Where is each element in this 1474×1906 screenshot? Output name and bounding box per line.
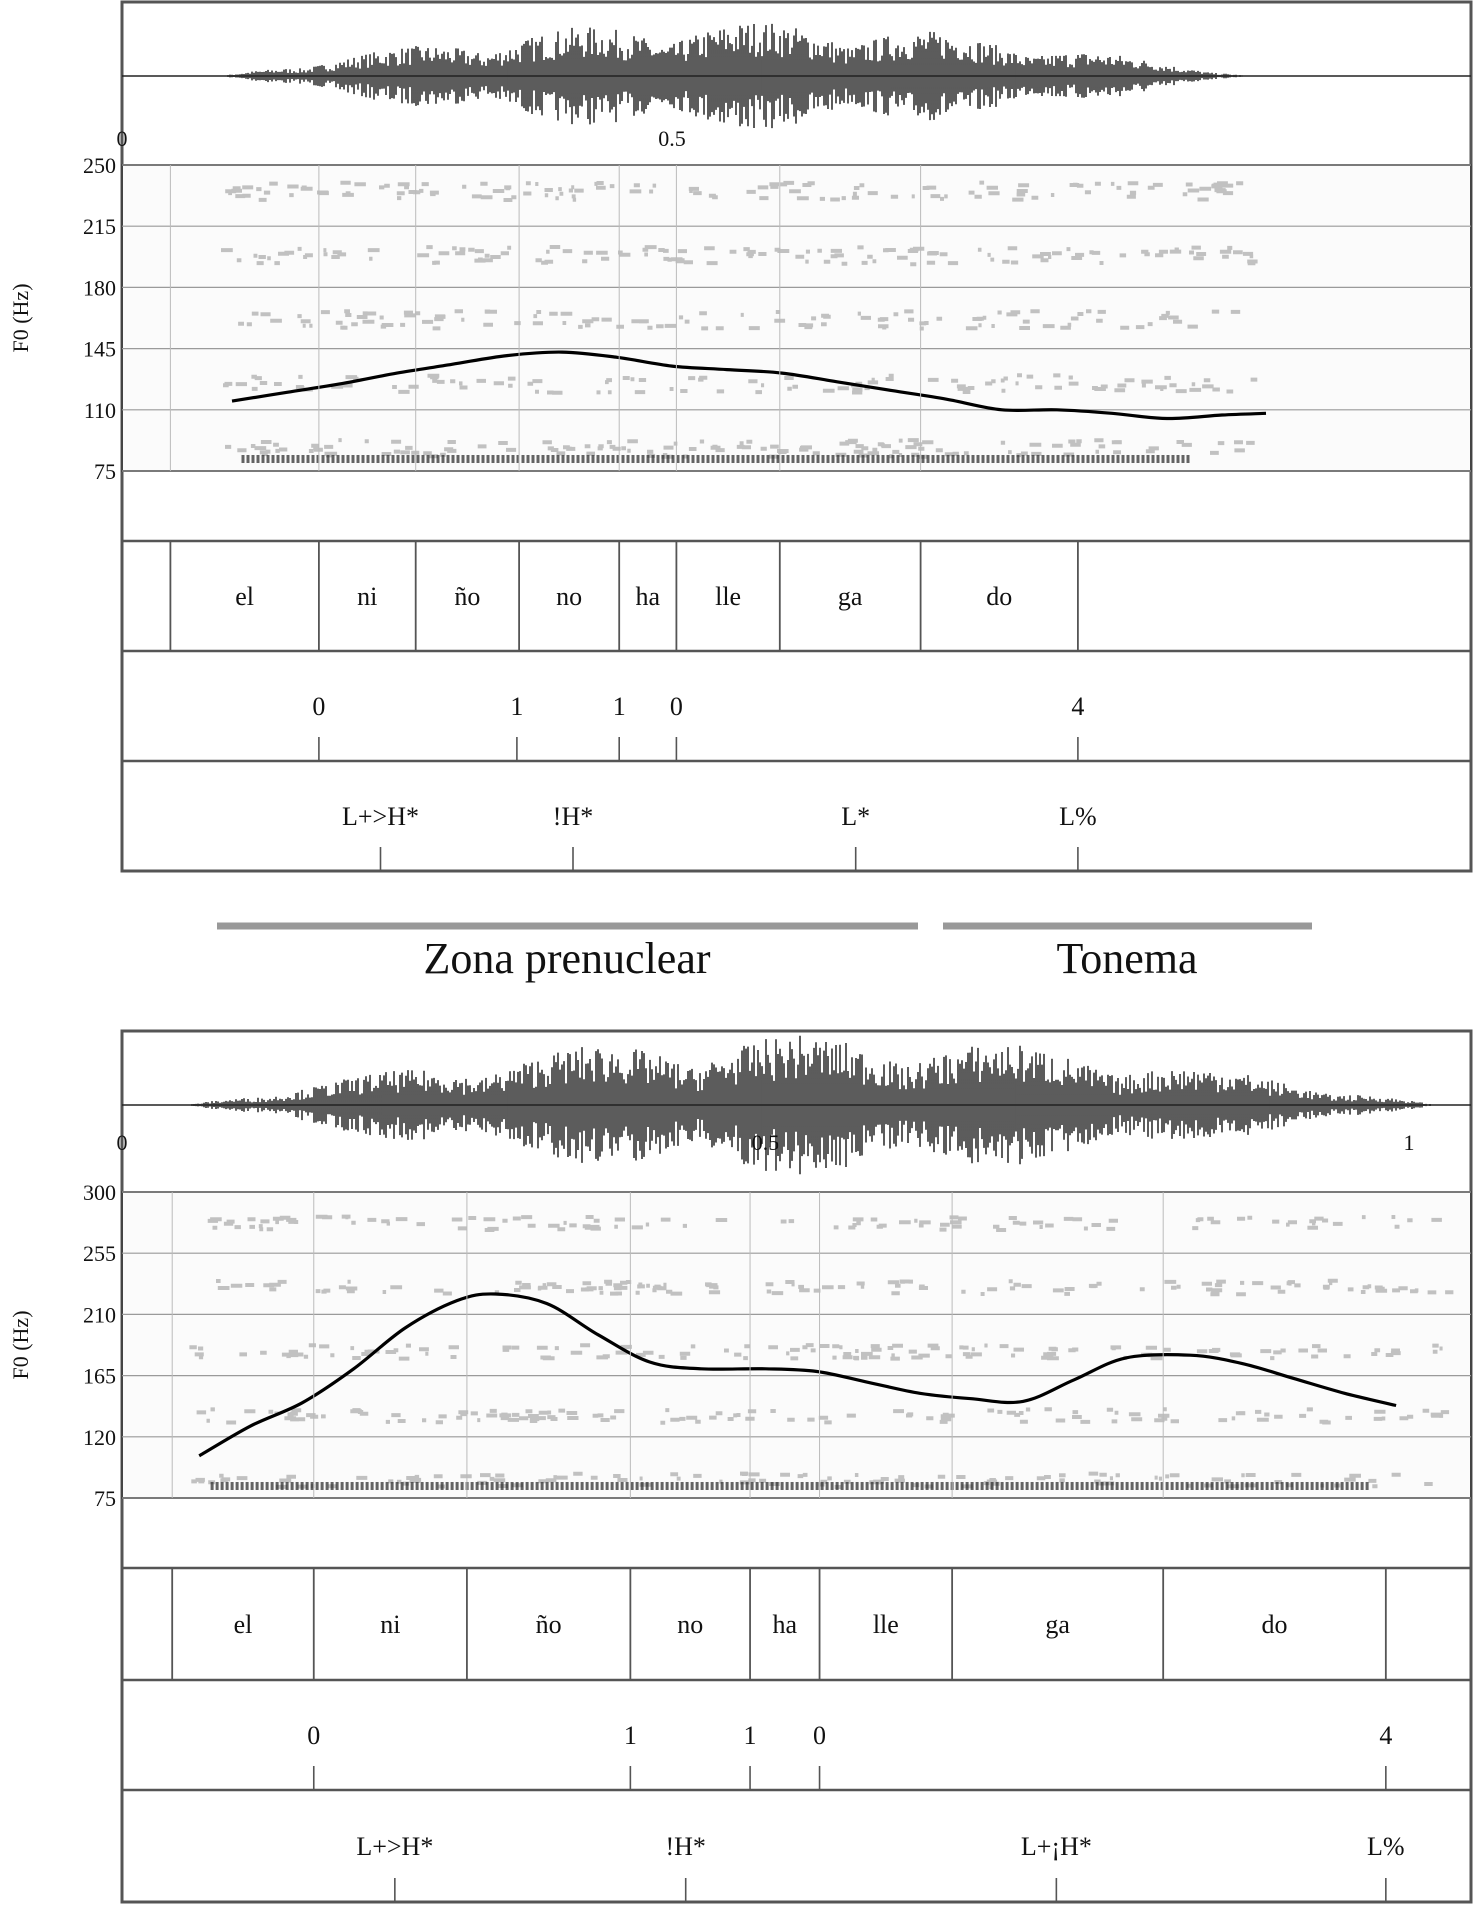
syllable-label: no bbox=[677, 1610, 703, 1639]
y-tick-label: 300 bbox=[83, 1180, 116, 1205]
syllable-label: do bbox=[986, 582, 1012, 611]
y-tick-label: 250 bbox=[83, 153, 116, 178]
time-tick-label: 0.5 bbox=[752, 1130, 780, 1155]
y-axis-label: F0 (Hz) bbox=[8, 283, 33, 352]
tone-label: L% bbox=[1367, 1832, 1405, 1861]
break-index-label: 1 bbox=[510, 692, 523, 721]
zone-bracket-group: Zona prenuclear Tonema bbox=[217, 922, 1312, 983]
voicing-bar bbox=[241, 455, 1190, 463]
y-tick-label: 255 bbox=[83, 1241, 116, 1266]
syllable-label: ño bbox=[454, 582, 480, 611]
break-index-label: 0 bbox=[813, 1721, 826, 1750]
y-axis-label: F0 (Hz) bbox=[8, 1310, 33, 1379]
break-index-label: 4 bbox=[1379, 1721, 1392, 1750]
time-tick-label: 0 bbox=[117, 1130, 128, 1155]
time-tick-label: 0 bbox=[117, 126, 128, 151]
tone-label: !H* bbox=[553, 802, 593, 831]
y-tick-label: 165 bbox=[83, 1364, 116, 1389]
break-index-label: 0 bbox=[307, 1721, 320, 1750]
tone-label: L+>H* bbox=[342, 802, 419, 831]
syllable-label: lle bbox=[873, 1610, 899, 1639]
tone-label: !H* bbox=[665, 1832, 705, 1861]
panel-2: 0 0.5 1 300 255 210 165 120 75 F0 (Hz) el ni ño no ha l… bbox=[8, 1029, 1473, 1904]
syllable-label: do bbox=[1262, 1610, 1288, 1639]
syllable-label: ga bbox=[838, 582, 863, 611]
y-tick-label: 215 bbox=[83, 214, 116, 239]
tone-label: L+>H* bbox=[356, 1832, 433, 1861]
break-index-label: 1 bbox=[744, 1721, 757, 1750]
syllable-label: ni bbox=[380, 1610, 400, 1639]
spectrogram bbox=[121, 1191, 1472, 1499]
f0-contour bbox=[198, 1292, 1397, 1458]
break-index-label: 0 bbox=[670, 692, 683, 721]
tone-label: L* bbox=[841, 802, 870, 831]
time-tick-label: 1 bbox=[1404, 1130, 1415, 1155]
y-tick-label: 75 bbox=[94, 459, 116, 484]
y-tick-label: 110 bbox=[84, 398, 116, 423]
spectrogram-energy bbox=[221, 180, 1258, 459]
tone-label: L% bbox=[1059, 802, 1097, 831]
y-tick-label: 75 bbox=[94, 1486, 116, 1511]
syllable-label: el bbox=[235, 582, 254, 611]
break-index-label: 1 bbox=[624, 1721, 637, 1750]
tonema-label: Tonema bbox=[1056, 934, 1197, 983]
break-index-label: 4 bbox=[1071, 692, 1084, 721]
syllable-label: ha bbox=[636, 582, 661, 611]
syllable-label: no bbox=[556, 582, 582, 611]
spectrogram-energy bbox=[189, 1214, 1454, 1489]
y-tick-label: 210 bbox=[83, 1302, 116, 1327]
syllable-label: ha bbox=[773, 1610, 798, 1639]
y-tick-label: 180 bbox=[83, 275, 116, 300]
y-tick-label: 120 bbox=[83, 1425, 116, 1450]
syllable-label: lle bbox=[715, 582, 741, 611]
break-index-label: 0 bbox=[312, 692, 325, 721]
syllable-label: ño bbox=[536, 1610, 562, 1639]
syllable-label: ga bbox=[1045, 1610, 1070, 1639]
tone-label: L+¡H* bbox=[1021, 1832, 1092, 1861]
spectrogram bbox=[121, 164, 1472, 472]
f0-contour bbox=[231, 350, 1267, 421]
break-index-label: 1 bbox=[613, 692, 626, 721]
y-tick-label: 145 bbox=[83, 337, 116, 362]
time-tick-label: 0.5 bbox=[658, 126, 686, 151]
prenuclear-label: Zona prenuclear bbox=[423, 934, 710, 983]
syllable-label: ni bbox=[357, 582, 377, 611]
syllable-label: el bbox=[234, 1610, 253, 1639]
